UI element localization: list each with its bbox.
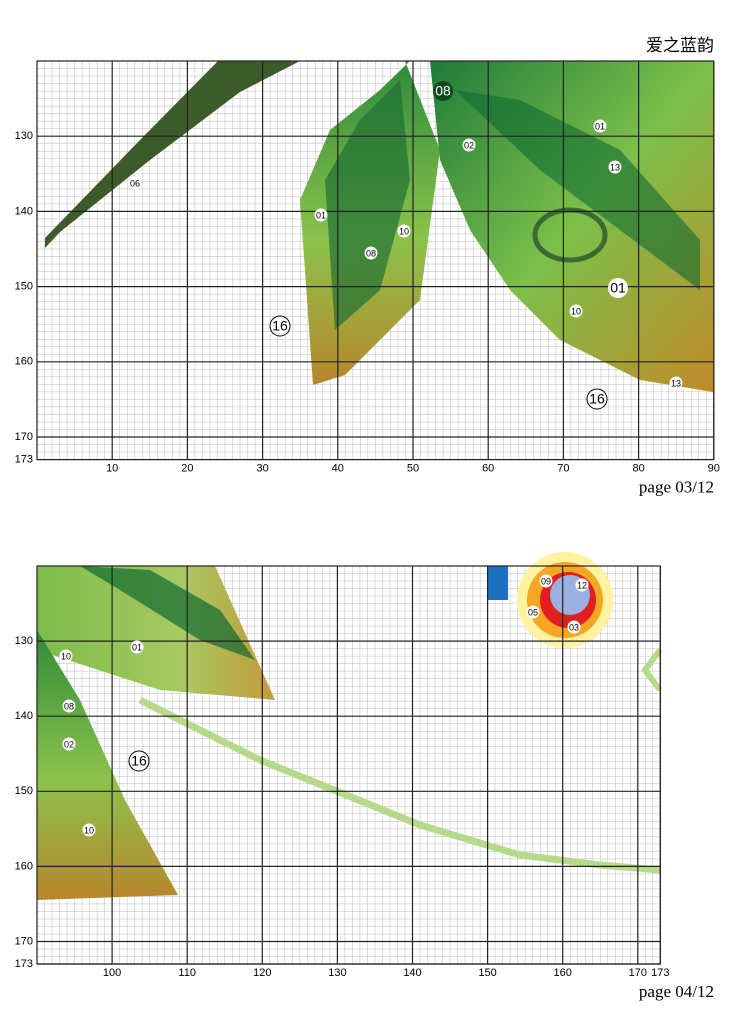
symbol-badge [314, 208, 328, 222]
x-tick-label: 170 [629, 967, 647, 979]
symbol-badge [462, 138, 476, 152]
symbol-label: 01 [595, 121, 605, 131]
symbol-label: 10 [399, 226, 409, 236]
symbol-badge [82, 823, 96, 837]
symbol-badge [269, 315, 291, 337]
symbol-label: 13 [610, 162, 620, 172]
x-tick-label: 140 [403, 967, 421, 979]
symbol-label: 16 [272, 318, 288, 334]
symbol-label: 03 [569, 622, 579, 632]
x-tick-label: 160 [554, 967, 572, 979]
symbol-label: 13 [671, 378, 681, 388]
y-tick-label: 130 [15, 635, 33, 647]
title: 爱之蓝韵 [646, 36, 714, 56]
symbol-badge [608, 278, 628, 298]
symbol-label: 08 [435, 83, 451, 99]
y-tick-label: 140 [15, 710, 33, 722]
symbol-label: 06 [130, 178, 140, 188]
symbol-label: 10 [571, 306, 581, 316]
x-tick-label: 60 [482, 462, 494, 474]
symbol-badge [593, 119, 607, 133]
symbol-label: 01 [316, 210, 326, 220]
y-tick-label: 173 [15, 958, 33, 970]
x-tick-label: 10 [106, 462, 118, 474]
symbol-label: 01 [610, 280, 626, 296]
symbol-label: 10 [61, 651, 71, 661]
symbol-label: 01 [132, 642, 142, 652]
y-tick-label: 160 [15, 356, 33, 368]
y-tick-label: 170 [15, 935, 33, 947]
y-tick-label: 170 [15, 431, 33, 443]
y-tick-label: 150 [15, 281, 33, 293]
symbol-label: 10 [84, 825, 94, 835]
x-tick-label: 90 [708, 462, 720, 474]
y-tick-label: 130 [15, 130, 33, 142]
symbol-badge [433, 81, 453, 101]
symbol-badge [669, 376, 683, 390]
x-tick-label: 173 [651, 967, 669, 979]
symbol-label: 02 [64, 739, 74, 749]
x-tick-label: 130 [328, 967, 346, 979]
page-label: page 03/12 [639, 477, 714, 496]
y-tick-label: 150 [15, 785, 33, 797]
grid-border [36, 565, 661, 965]
symbol-label: 08 [366, 248, 376, 258]
y-tick-label: 173 [15, 453, 33, 465]
symbol-badge [569, 304, 583, 318]
grid-border [36, 60, 715, 461]
artwork-2 [37, 552, 663, 900]
y-tick-label: 160 [15, 860, 33, 872]
symbol-label: 16 [131, 753, 147, 769]
symbol-label: 09 [541, 576, 551, 586]
symbol-label: 05 [528, 607, 538, 617]
page-label: page 04/12 [639, 982, 714, 1001]
x-tick-label: 30 [256, 462, 268, 474]
symbol-badge [575, 578, 589, 592]
symbol-badge [130, 640, 144, 654]
symbol-badge [397, 224, 411, 238]
x-tick-label: 50 [407, 462, 419, 474]
x-tick-label: 100 [103, 967, 121, 979]
symbol-badge [608, 160, 622, 174]
symbol-label: 12 [577, 580, 587, 590]
symbol-badge [62, 737, 76, 751]
symbol-badge [364, 246, 378, 260]
symbol-badge [128, 176, 142, 190]
symbol-badge [567, 620, 581, 634]
symbol-badge [59, 649, 73, 663]
symbol-badge [539, 574, 553, 588]
x-tick-label: 150 [478, 967, 496, 979]
symbol-badge [62, 699, 76, 713]
y-tick-label: 140 [15, 205, 33, 217]
x-tick-label: 70 [557, 462, 569, 474]
symbol-badge [128, 750, 150, 772]
symbol-label: 16 [589, 391, 605, 407]
symbol-badge [586, 388, 608, 410]
symbol-label: 08 [64, 701, 74, 711]
x-tick-label: 40 [332, 462, 344, 474]
symbol-label: 02 [464, 140, 474, 150]
x-tick-label: 110 [178, 967, 196, 979]
symbol-badge [526, 605, 540, 619]
x-tick-label: 120 [253, 967, 271, 979]
x-tick-label: 80 [632, 462, 644, 474]
x-tick-label: 20 [181, 462, 193, 474]
